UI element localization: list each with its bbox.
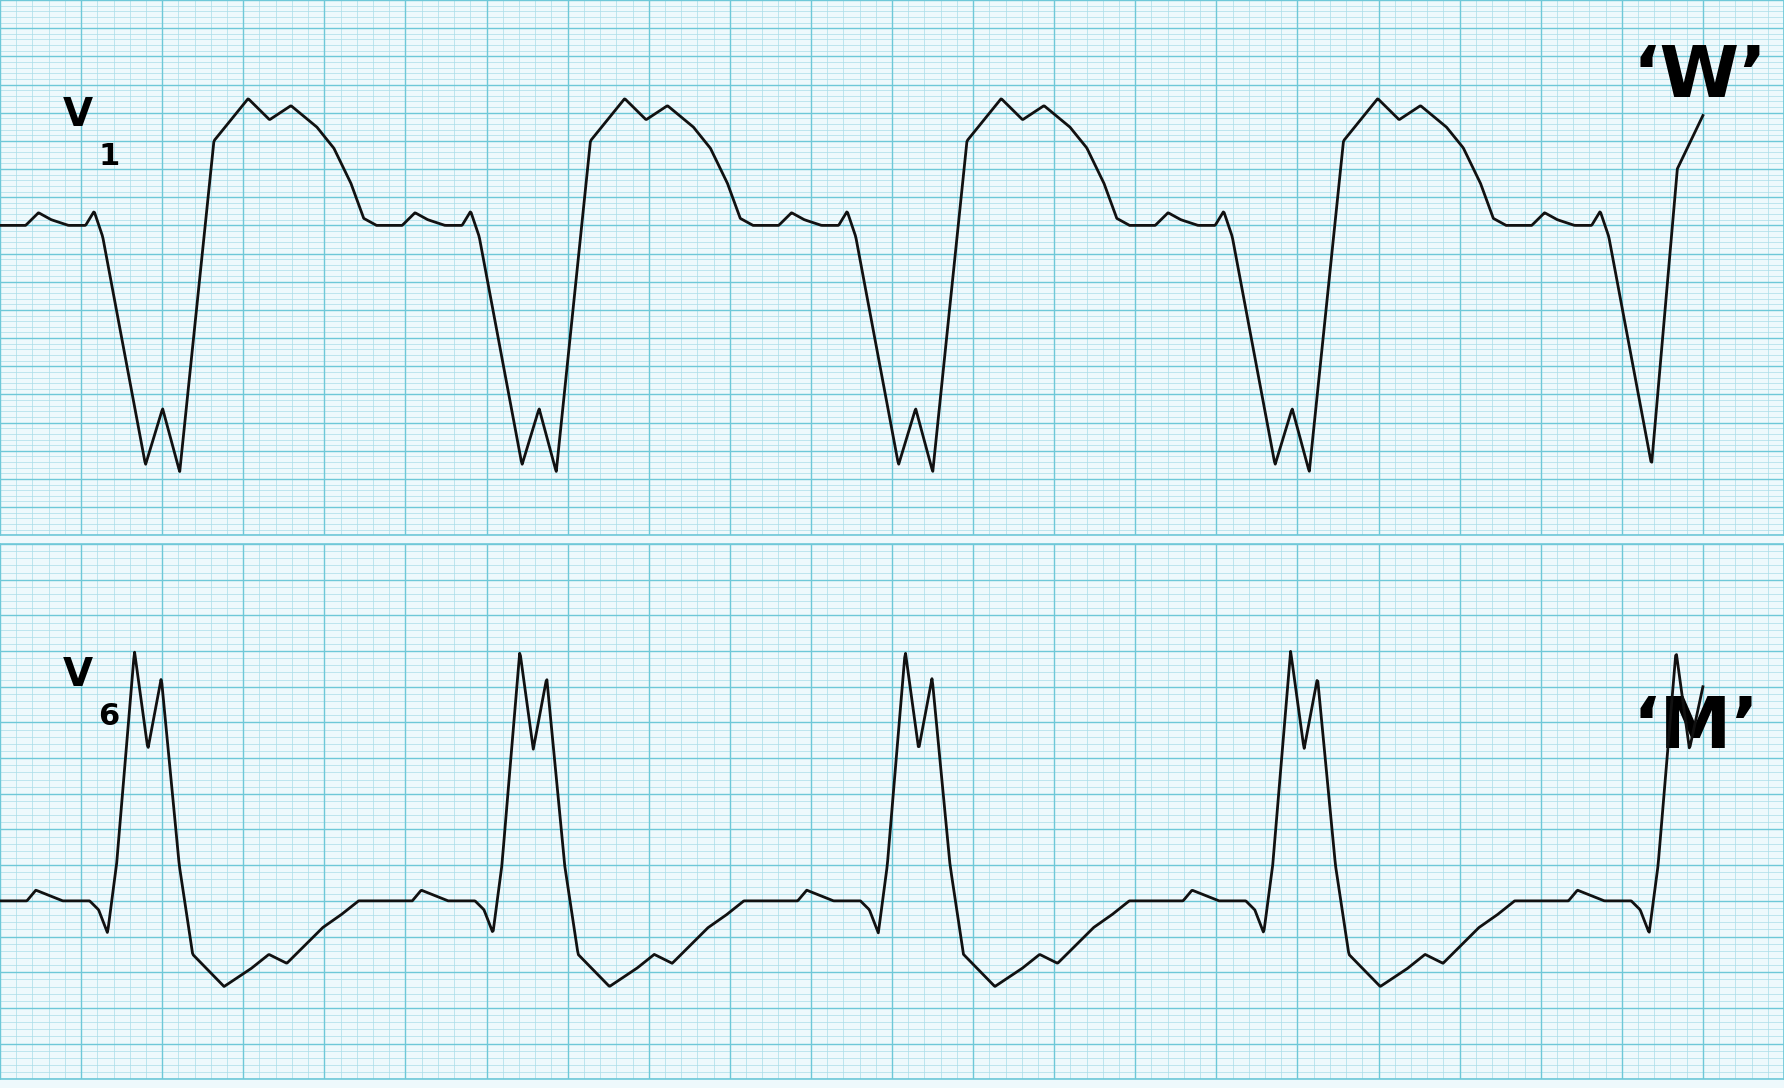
Text: 6: 6 bbox=[98, 703, 120, 731]
Text: 1: 1 bbox=[98, 143, 120, 171]
Text: V: V bbox=[62, 656, 93, 694]
Text: ‘W’: ‘W’ bbox=[1632, 42, 1768, 112]
Text: ‘M’: ‘M’ bbox=[1632, 694, 1759, 763]
Text: V: V bbox=[62, 96, 93, 134]
